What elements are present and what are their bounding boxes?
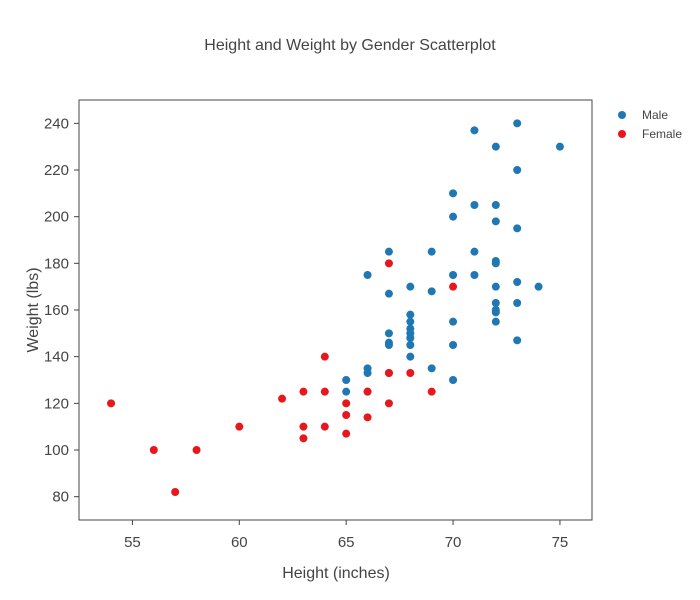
x-tick-label: 70 [445, 534, 462, 551]
data-point [299, 387, 308, 396]
data-point [384, 259, 393, 268]
data-point [513, 299, 522, 307]
data-point [491, 317, 500, 326]
data-point [320, 352, 329, 361]
data-point [384, 369, 393, 377]
data-point [470, 247, 479, 256]
y-tick-label: 100 [44, 442, 69, 459]
data-point [363, 271, 372, 279]
legend[interactable]: Male Female [618, 108, 682, 141]
data-point [491, 217, 500, 226]
data-point [534, 282, 543, 291]
data-point [449, 282, 458, 291]
data-point [192, 446, 201, 454]
data-point [342, 399, 351, 408]
data-point [342, 429, 351, 438]
data-point [384, 399, 393, 408]
y-tick-label: 160 [44, 302, 69, 319]
data-point [171, 488, 180, 496]
data-point [449, 271, 458, 279]
data-point [384, 247, 393, 256]
plot-area [78, 99, 593, 521]
data-point [449, 189, 458, 198]
data-point [107, 399, 116, 408]
data-point [406, 310, 415, 319]
y-tick-label: 180 [44, 255, 69, 272]
y-axis-label: Weight (lbs) [25, 267, 42, 352]
legend-item-male[interactable]: Male [618, 108, 668, 122]
data-point [513, 166, 522, 174]
data-point [299, 422, 308, 431]
data-point [491, 299, 500, 307]
data-point [513, 224, 522, 233]
data-point [491, 142, 500, 151]
data-points [107, 119, 564, 496]
y-tick-label: 240 [44, 115, 69, 132]
data-point [406, 334, 415, 342]
legend-marker [618, 111, 626, 119]
data-point [299, 434, 308, 443]
x-tick-label: 60 [231, 534, 248, 551]
series-male [342, 119, 564, 396]
x-tick-label: 55 [124, 534, 141, 551]
y-tick-label: 140 [44, 349, 69, 366]
data-point [491, 282, 500, 291]
chart-title: Height and Weight by Gender Scatterplot [204, 37, 496, 54]
legend-item-female[interactable]: Female [618, 127, 682, 141]
data-point [449, 376, 458, 384]
data-point [384, 329, 393, 338]
data-point [363, 387, 372, 396]
data-point [384, 289, 393, 298]
data-point [342, 411, 351, 419]
data-point [449, 341, 458, 349]
data-point [513, 278, 522, 286]
x-axis-label: Height (inches) [282, 565, 390, 582]
x-tick-label: 65 [338, 534, 355, 551]
data-point [427, 247, 436, 256]
series-female [107, 259, 458, 496]
data-point [427, 364, 436, 373]
data-point [470, 126, 479, 135]
data-point [320, 422, 329, 431]
data-point [427, 287, 436, 296]
y-tick-label: 120 [44, 395, 69, 412]
data-point [342, 387, 351, 396]
data-point [406, 317, 415, 326]
data-point [513, 119, 522, 128]
y-tick-label: 200 [44, 209, 69, 226]
data-point [342, 376, 351, 384]
data-point [470, 201, 479, 209]
legend-label: Female [642, 127, 682, 141]
data-point [449, 212, 458, 221]
data-point [491, 201, 500, 209]
data-point [427, 387, 436, 396]
data-point [513, 336, 522, 345]
data-point [406, 352, 415, 361]
legend-label: Male [642, 108, 668, 122]
data-point [406, 341, 415, 349]
legend-marker [618, 130, 626, 138]
data-point [449, 317, 458, 326]
data-point [278, 394, 287, 403]
data-point [555, 142, 564, 151]
x-tick-label: 75 [552, 534, 569, 551]
data-point [235, 422, 244, 431]
y-tick-label: 80 [52, 489, 69, 506]
data-point [470, 271, 479, 279]
data-point [384, 341, 393, 349]
data-point [406, 369, 415, 377]
data-point [363, 369, 372, 377]
data-point [406, 282, 415, 291]
data-point [491, 308, 500, 317]
data-point [320, 387, 329, 396]
data-point [363, 413, 372, 422]
data-point [491, 259, 500, 268]
axis-ticks: 55 60 65 70 75 80 100 120 140 160 180 200 220 240 [44, 115, 568, 551]
data-point [149, 446, 158, 454]
y-tick-label: 220 [44, 162, 69, 179]
